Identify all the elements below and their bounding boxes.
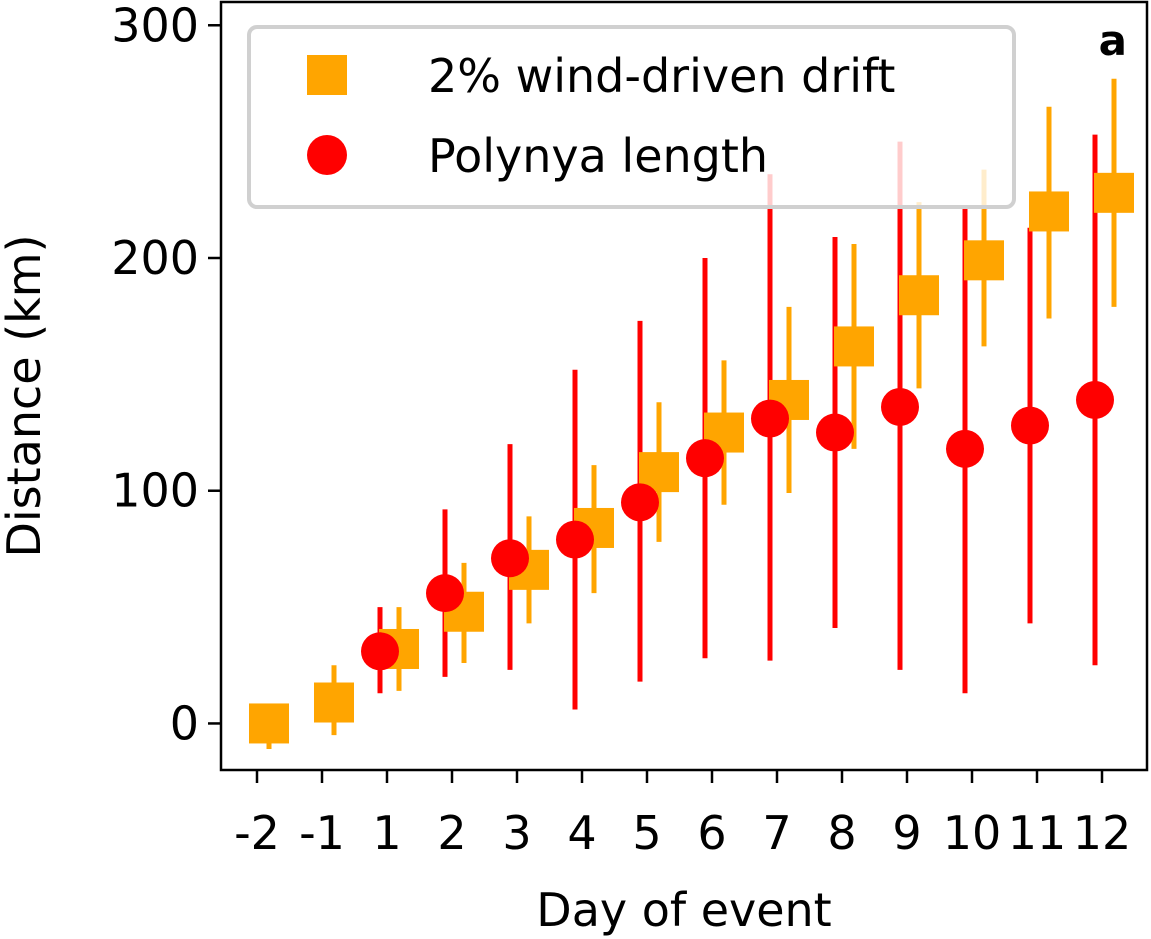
legend-box [247,25,1016,209]
polynya-marker [621,483,659,522]
polynya-marker [816,413,854,452]
x-tick-label: 7 [762,806,791,860]
drift-marker [899,275,939,316]
legend-label: 2% wind-driven drift [428,49,895,103]
x-tick-label: -2 [234,806,280,860]
x-tick-label: 10 [943,806,1002,860]
data-markers [249,172,1134,744]
polynya-marker [946,429,984,468]
axes-frame [219,0,1149,772]
x-tick-label: 5 [632,806,661,860]
x-tick-label: 6 [697,806,726,860]
y-tick-label: 0 [170,696,199,750]
polynya-marker [881,387,919,426]
x-tick-label: 1 [372,806,401,860]
legend-circle-marker [307,135,347,175]
panel-label: a [1099,16,1127,65]
y-tick-label: 300 [111,0,199,52]
drift-marker [964,240,1004,281]
polynya-marker [1076,380,1114,419]
polynya-marker [556,520,594,559]
drift-marker [834,326,874,367]
y-tick-label: 200 [111,231,199,285]
x-tick-label: -1 [299,806,345,860]
x-tick-label: 3 [502,806,531,860]
x-tick-label: 8 [827,806,856,860]
x-tick-label: 2 [437,806,466,860]
legend: 2% wind-driven drift Polynya length [247,25,1016,209]
drift-marker [314,682,354,723]
polynya-marker [686,439,724,478]
drift-marker [1029,191,1069,232]
y-tick-label: 100 [111,464,199,518]
x-tick-label: 4 [567,806,596,860]
polynya-marker [1011,406,1049,445]
y-axis-label: Distance (km) [0,234,51,557]
polynya-marker [361,632,399,671]
x-axis-label: Day of event [536,883,831,937]
x-tick-label: 12 [1073,806,1132,860]
legend-square-marker [307,55,347,95]
polynya-marker [426,574,464,613]
x-tick-label: 11 [1008,806,1067,860]
polynya-marker [751,399,789,438]
drift-marker [1094,172,1134,213]
polynya-marker [491,539,529,578]
legend-label: Polynya length [428,129,768,183]
x-tick-label: 9 [892,806,921,860]
drift-marker [249,703,289,744]
